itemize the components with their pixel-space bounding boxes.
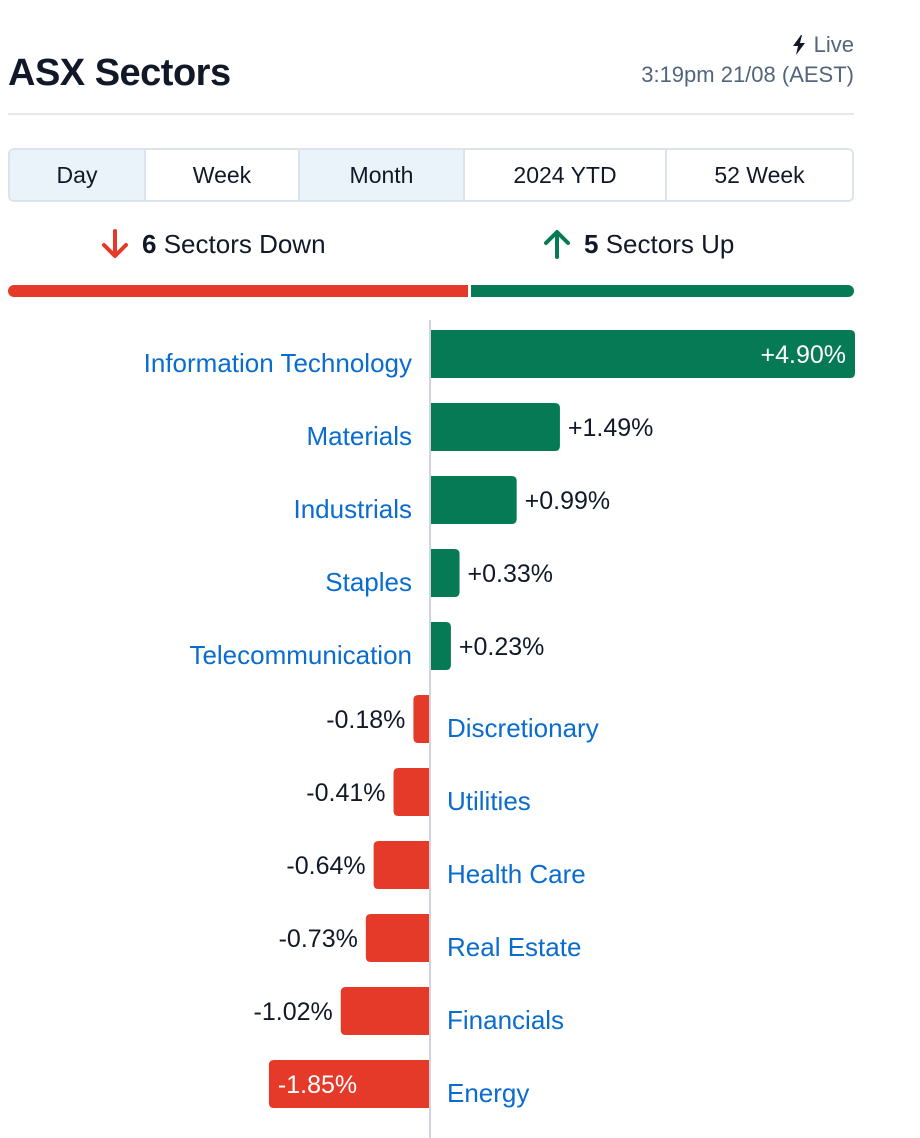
tab-day[interactable]: Day <box>10 150 146 200</box>
sectors-down-summary: 6 Sectors Down <box>100 228 326 260</box>
tab-month[interactable]: Month <box>300 150 465 200</box>
bar-utilities <box>393 768 429 816</box>
bar-financials <box>340 987 429 1035</box>
bar-discretionary <box>413 695 429 743</box>
value-label-materials: +1.49% <box>568 414 654 442</box>
category-label-discretionary[interactable]: Discretionary <box>447 713 599 743</box>
category-label-real-estate[interactable]: Real Estate <box>447 932 581 962</box>
live-indicator: Live <box>792 32 854 58</box>
category-label-health-care[interactable]: Health Care <box>447 859 586 889</box>
bar-information-technology <box>431 330 855 378</box>
bar-materials <box>431 403 560 451</box>
value-label-industrials: +0.99% <box>525 487 611 515</box>
bar-industrials <box>431 476 517 524</box>
category-label-utilities[interactable]: Utilities <box>447 786 531 816</box>
live-label: Live <box>813 32 854 57</box>
bar-energy <box>268 1060 429 1108</box>
sectors-up-summary: 5 Sectors Up <box>542 228 734 260</box>
category-label-energy[interactable]: Energy <box>447 1078 529 1108</box>
category-label-staples[interactable]: Staples <box>325 567 412 597</box>
value-label-discretionary: -0.18% <box>326 706 405 734</box>
arrow-up-icon <box>544 230 570 259</box>
value-label-real-estate: -0.73% <box>279 925 358 953</box>
bar-health-care <box>373 841 429 889</box>
value-label-health-care: -0.64% <box>286 852 365 880</box>
category-label-financials[interactable]: Financials <box>447 1005 564 1035</box>
tab-2024-ytd[interactable]: 2024 YTD <box>465 150 667 200</box>
value-label-financials: -1.02% <box>254 998 333 1026</box>
arrow-down-icon <box>102 229 128 258</box>
tab-52-week[interactable]: 52 Week <box>667 150 852 200</box>
sectors-up-bar <box>471 285 854 297</box>
bar-telecommunication <box>431 622 451 670</box>
value-label-staples: +0.33% <box>468 560 554 588</box>
sectors-up-label: Sectors Up <box>605 228 735 259</box>
bar-staples <box>431 549 460 597</box>
sectors-down-bar <box>8 285 468 297</box>
category-label-telecommunication[interactable]: Telecommunication <box>189 640 412 670</box>
header-divider <box>8 113 854 115</box>
sectors-down-label: Sectors Down <box>163 228 326 259</box>
sector-bar-chart: Information Technology +4.90% Materials +1.… <box>144 320 855 1138</box>
category-label-industrials[interactable]: Industrials <box>294 494 413 524</box>
sectors-up-count: 5 <box>584 228 599 259</box>
category-label-materials[interactable]: Materials <box>307 421 412 451</box>
page-title: ASX Sectors <box>8 52 231 94</box>
sectors-down-count: 6 <box>142 228 157 259</box>
value-label-telecommunication: +0.23% <box>459 633 545 661</box>
tab-week[interactable]: Week <box>146 150 300 200</box>
value-label-information-technology: +4.90% <box>761 341 847 369</box>
sector-summary: 6 Sectors Down 5 Sectors Up <box>8 228 854 298</box>
lightning-icon <box>792 35 805 55</box>
bar-real-estate <box>365 914 429 962</box>
header: ASX Sectors Live 3:19pm 21/08 (AEST) <box>8 30 854 114</box>
period-tabs: Day Week Month 2024 YTD 52 Week <box>8 148 854 202</box>
timestamp: 3:19pm 21/08 (AEST) <box>641 62 854 87</box>
category-label-information-technology[interactable]: Information Technology <box>144 348 412 378</box>
value-label-utilities: -0.41% <box>306 779 385 807</box>
value-label-energy: -1.85% <box>278 1071 357 1099</box>
